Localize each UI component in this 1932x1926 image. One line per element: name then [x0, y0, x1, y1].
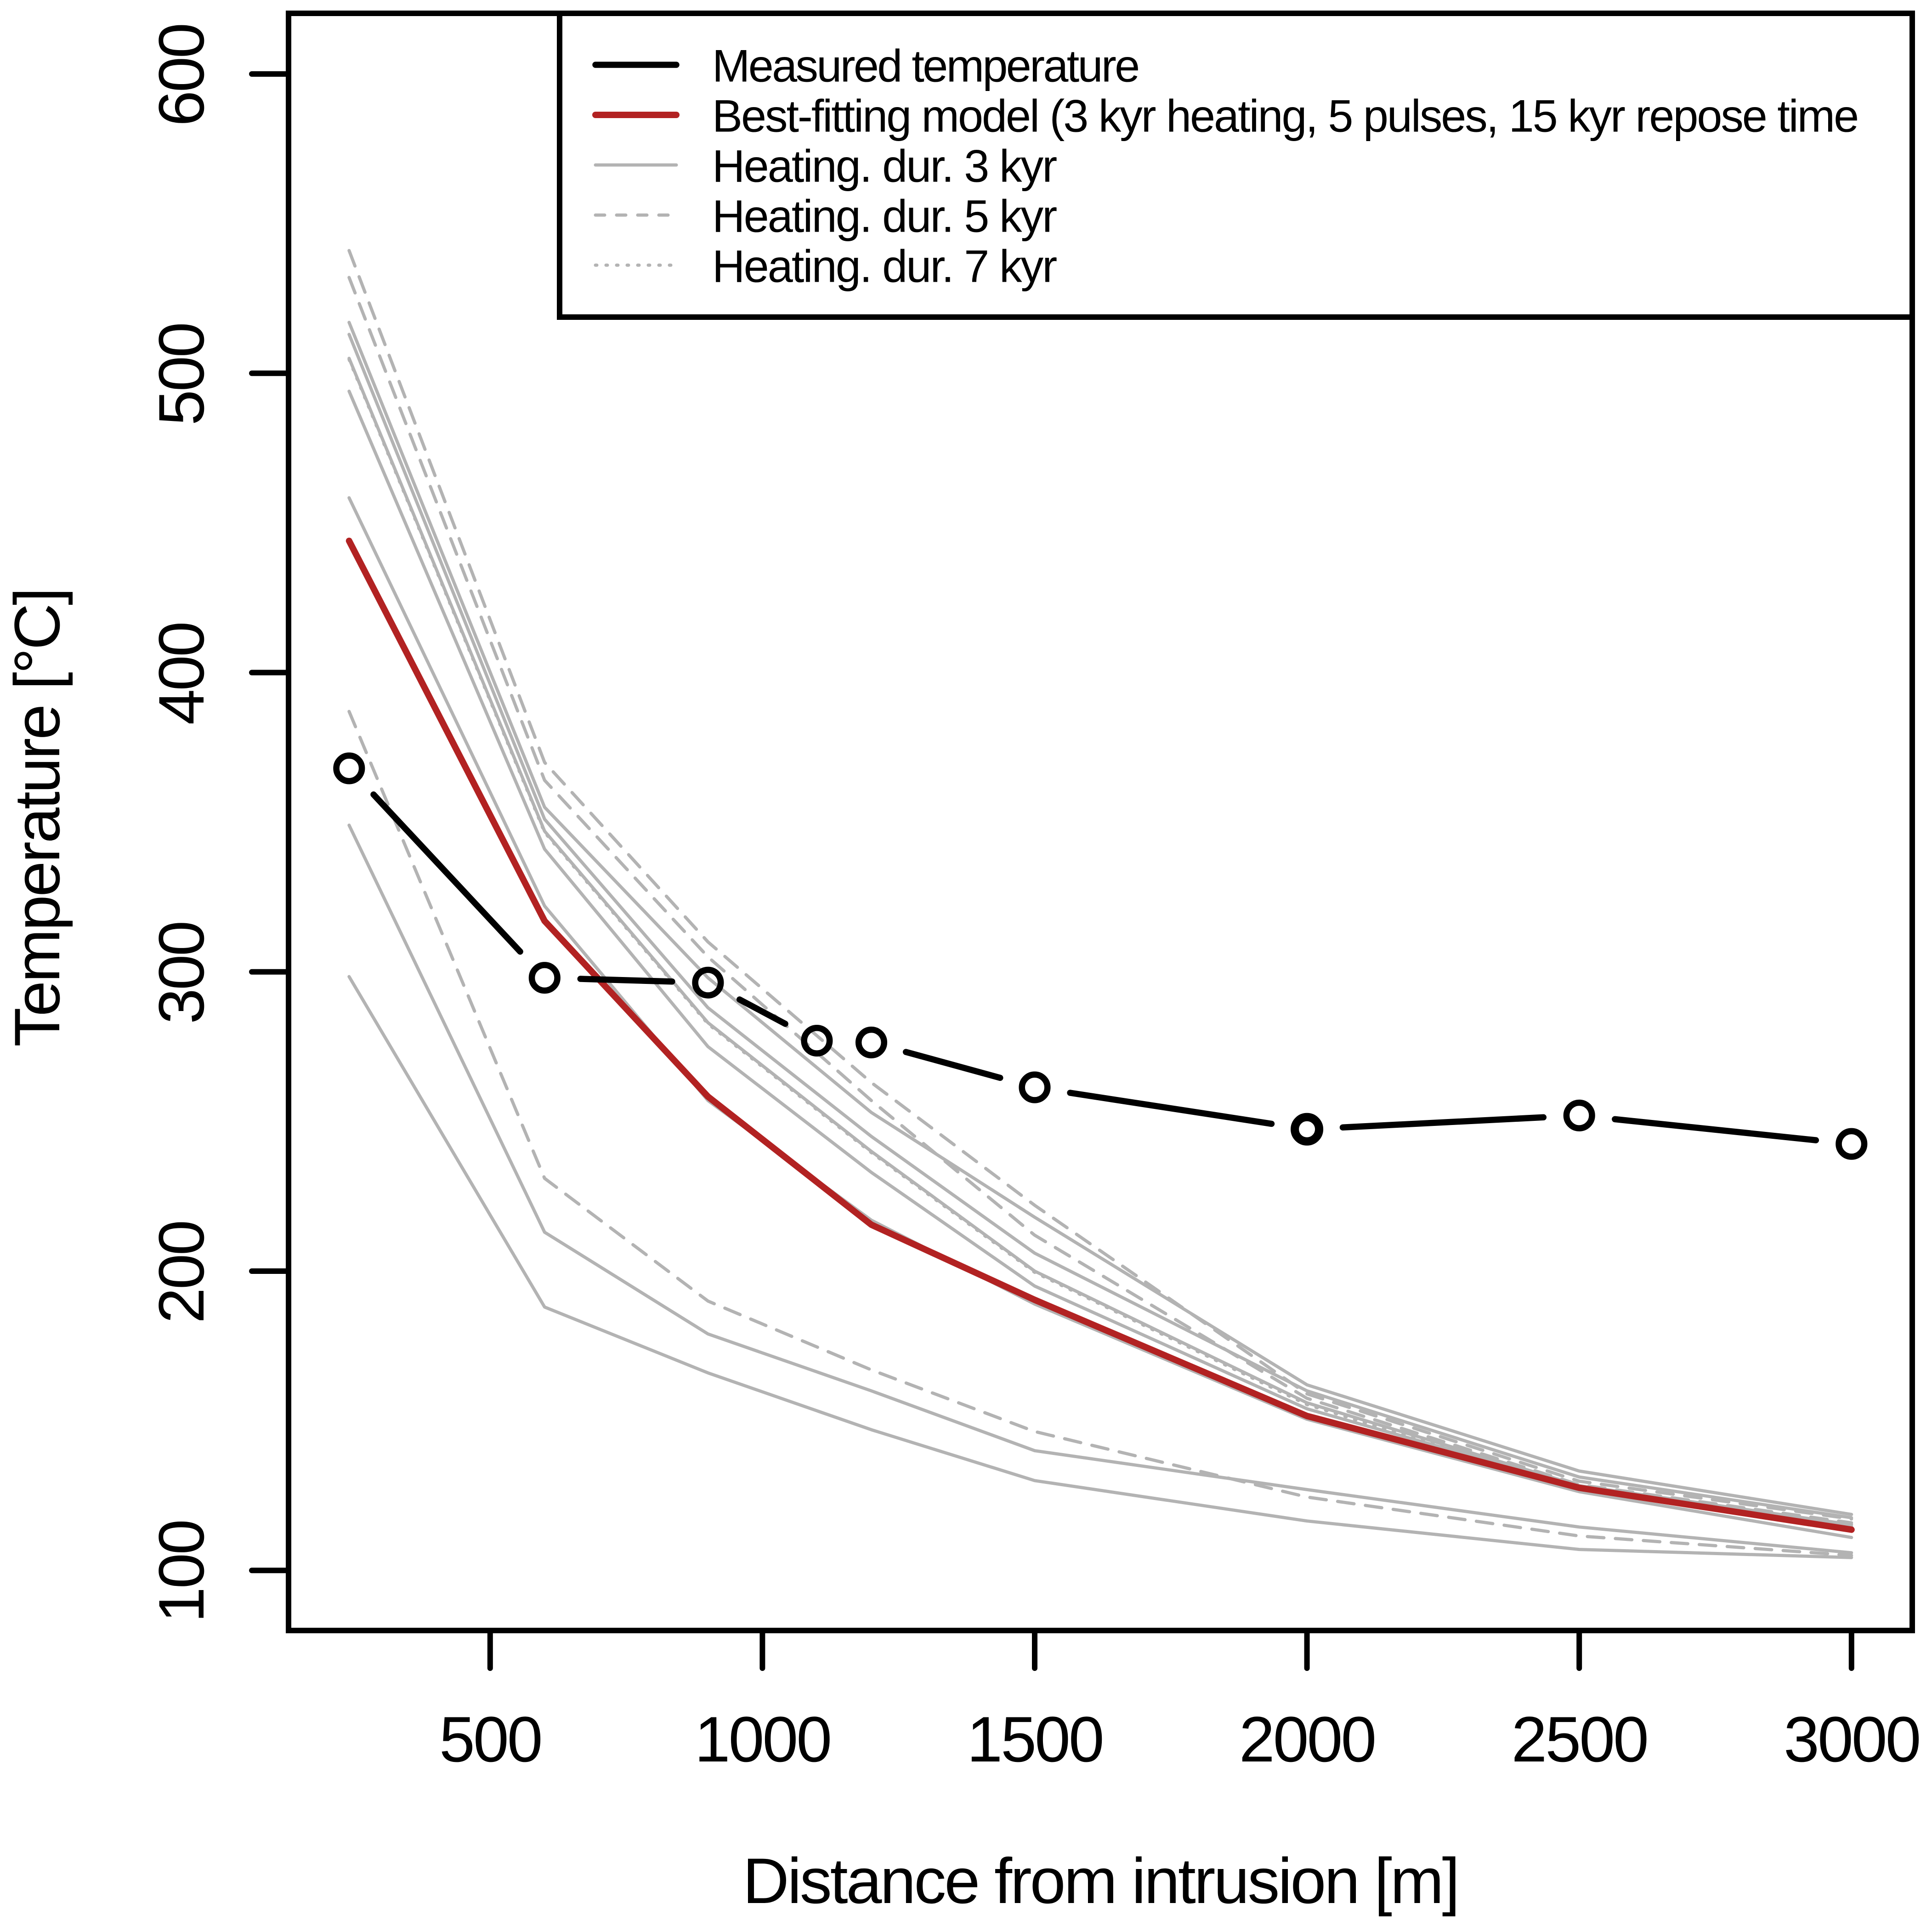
svg-text:100: 100: [145, 1521, 217, 1623]
svg-text:Distance from intrusion [m]: Distance from intrusion [m]: [743, 1845, 1458, 1917]
svg-text:Best-fitting model (3 kyr heat: Best-fitting model (3 kyr heating, 5 pul…: [712, 91, 1858, 142]
svg-text:500: 500: [145, 324, 217, 426]
svg-text:Heating. dur. 3 kyr: Heating. dur. 3 kyr: [712, 141, 1057, 192]
svg-text:2500: 2500: [1511, 1703, 1647, 1775]
svg-text:400: 400: [145, 623, 217, 725]
svg-text:Heating. dur. 7 kyr: Heating. dur. 7 kyr: [712, 241, 1057, 292]
svg-text:Temperature [°C]: Temperature [°C]: [1, 589, 73, 1047]
svg-text:300: 300: [145, 922, 217, 1024]
svg-text:1500: 1500: [967, 1703, 1102, 1775]
svg-text:3000: 3000: [1784, 1703, 1919, 1775]
svg-text:Measured temperature: Measured temperature: [712, 40, 1139, 91]
svg-text:Heating. dur. 5 kyr: Heating. dur. 5 kyr: [712, 191, 1057, 242]
svg-text:500: 500: [439, 1703, 541, 1775]
svg-text:200: 200: [145, 1222, 217, 1324]
svg-text:2000: 2000: [1239, 1703, 1375, 1775]
svg-text:1000: 1000: [695, 1703, 830, 1775]
svg-text:600: 600: [145, 24, 217, 126]
